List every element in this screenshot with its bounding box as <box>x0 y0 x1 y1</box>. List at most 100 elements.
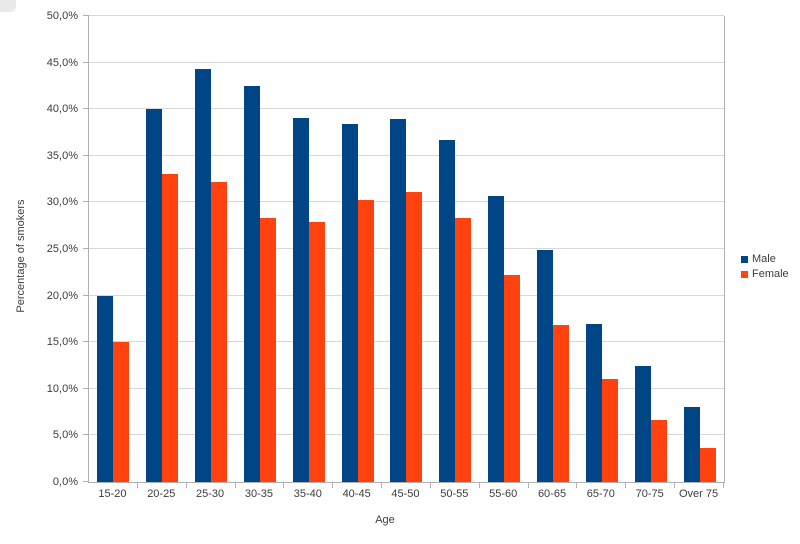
bar-male-35-40 <box>292 117 309 482</box>
bar-male-20-25 <box>146 109 163 482</box>
bar-female-20-25 <box>162 174 179 482</box>
x-axis-tick <box>527 483 529 488</box>
x-axis-label-35-40: 35-40 <box>293 488 322 500</box>
legend-item-female: Female <box>741 268 789 280</box>
bar-group-50-55 <box>431 16 480 482</box>
bar-female-50-55 <box>455 218 472 482</box>
bar-group-70-75 <box>626 16 675 482</box>
x-axis-label-15-20: 15-20 <box>98 488 127 500</box>
gridline-35 <box>89 154 724 156</box>
x-axis-tick <box>674 483 676 488</box>
x-axis-label-60-65: 60-65 <box>537 488 567 500</box>
x-axis-label-50-55: 50-55 <box>440 488 469 500</box>
gridline-50 <box>89 15 724 16</box>
legend-label-female: Female <box>752 268 789 280</box>
bar-group-55-60 <box>480 16 529 482</box>
y-axis-tick <box>83 387 89 389</box>
x-axis-tick <box>185 483 187 488</box>
bar-group-Over 75 <box>675 16 724 482</box>
x-axis-label-Over 75: Over 75 <box>678 488 719 500</box>
bar-group-60-65 <box>529 16 578 482</box>
bar-group-25-30 <box>187 16 236 482</box>
x-axis-tick <box>234 483 236 488</box>
y-axis-label-5,0%: 5,0% <box>52 429 78 442</box>
x-axis-tick <box>283 483 285 488</box>
y-axis-tick <box>83 15 89 16</box>
x-axis-tick <box>381 483 383 488</box>
x-axis-tick <box>332 483 334 488</box>
gridline-45 <box>89 61 724 63</box>
x-axis-tick <box>723 483 724 488</box>
bar-male-30-35 <box>243 85 260 482</box>
x-axis-tick <box>429 483 431 488</box>
y-axis-label-35,0%: 35,0% <box>46 149 78 162</box>
y-axis-label-0,0%: 0,0% <box>52 476 78 488</box>
y-axis-tick <box>83 294 89 296</box>
bar-group-65-70 <box>577 16 626 482</box>
plot-area <box>83 15 725 488</box>
x-axis-label-65-70: 65-70 <box>586 488 615 500</box>
y-axis-tick <box>83 434 89 436</box>
bar-male-65-70 <box>585 323 602 482</box>
y-axis-label-45,0%: 45,0% <box>46 56 78 69</box>
bar-male-60-65 <box>537 249 554 482</box>
bar-male-70-75 <box>634 365 651 482</box>
bar-female-30-35 <box>259 218 276 482</box>
y-axis-tick <box>83 248 89 249</box>
y-axis-label-25,0%: 25,0% <box>46 243 78 255</box>
y-axis-tick <box>83 154 89 156</box>
bar-female-65-70 <box>601 379 618 482</box>
x-axis-label-40-45: 40-45 <box>342 488 371 500</box>
x-axis-tick <box>625 483 627 488</box>
gridline-40 <box>89 108 724 110</box>
bar-group-45-50 <box>382 16 431 482</box>
bar-male-25-30 <box>195 69 212 482</box>
legend-swatch-male <box>741 255 748 263</box>
legend: Male Female <box>741 253 789 280</box>
legend-swatch-female <box>741 270 748 278</box>
x-axis-tick <box>136 483 138 488</box>
corner-artifact <box>0 0 16 12</box>
x-axis-tick <box>478 483 480 488</box>
bar-male-40-45 <box>341 124 358 482</box>
bar-group-20-25 <box>138 16 187 482</box>
y-axis-label-40,0%: 40,0% <box>46 103 78 116</box>
y-axis-label-50,0%: 50,0% <box>46 10 78 22</box>
bar-female-15-20 <box>113 342 130 482</box>
bar-female-Over 75 <box>699 447 716 482</box>
y-axis-label-10,0%: 10,0% <box>46 382 78 395</box>
y-axis-labels: 0,0% 5,0% 10,0% 15,0% 20,0% 25,0% 30,0% 35,0% 40… <box>0 10 78 488</box>
y-axis-label-20,0%: 20,0% <box>46 289 78 302</box>
bar-group-30-35 <box>236 16 285 482</box>
bar-female-45-50 <box>406 192 423 482</box>
legend-label-male: Male <box>752 253 776 265</box>
x-axis-tick <box>576 483 578 488</box>
x-axis-label-20-25: 20-25 <box>147 488 176 500</box>
bar-male-50-55 <box>439 139 456 482</box>
bar-female-35-40 <box>308 221 325 482</box>
bar-female-25-30 <box>211 181 228 482</box>
y-axis-label-30,0%: 30,0% <box>46 196 78 209</box>
bar-male-45-50 <box>390 118 407 482</box>
x-axis-labels: 15-20 20-25 25-30 30-35 35-40 40-45 45-50 50-55… <box>88 488 723 500</box>
bar-male-55-60 <box>488 195 505 482</box>
bar-group-15-20 <box>89 16 138 482</box>
y-axis-label-15,0%: 15,0% <box>46 336 78 349</box>
x-axis-label-45-50: 45-50 <box>391 488 420 500</box>
bar-group-40-45 <box>333 16 382 482</box>
x-axis-label-25-30: 25-30 <box>196 488 225 500</box>
bar-female-70-75 <box>650 419 667 482</box>
x-axis-label-30-35: 30-35 <box>244 488 274 500</box>
x-axis-title: Age <box>375 514 395 526</box>
y-axis-tick <box>83 481 89 482</box>
bar-group-35-40 <box>284 16 333 482</box>
y-axis-tick <box>83 201 89 203</box>
bar-male-15-20 <box>97 295 114 482</box>
y-axis-tick <box>83 108 89 110</box>
bar-female-60-65 <box>553 325 570 482</box>
x-axis-label-55-60: 55-60 <box>489 488 518 500</box>
x-axis-label-70-75: 70-75 <box>635 488 664 500</box>
bar-male-Over 75 <box>683 406 700 482</box>
bar-female-40-45 <box>357 199 374 482</box>
